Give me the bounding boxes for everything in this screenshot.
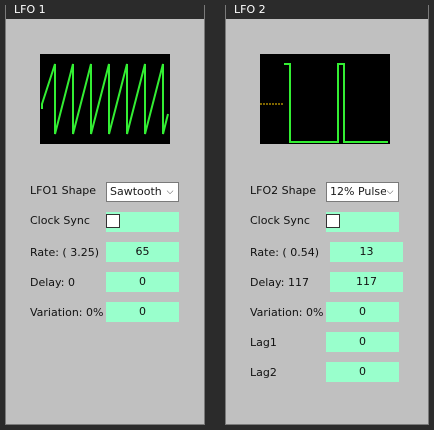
lfo2-shape-label: LFO2 Shape — [250, 184, 317, 197]
lfo2-lag1-field[interactable]: 0 — [326, 332, 399, 352]
lfo2-clock-sync-label: Clock Sync — [250, 214, 310, 227]
lfo1-sawtooth-wave — [41, 63, 169, 135]
lfo1-rate-field[interactable]: 65 — [106, 242, 179, 262]
lfo2-delay-field[interactable]: 117 — [330, 272, 403, 292]
lfo2-variation-label: Variation: 0% — [250, 306, 324, 319]
lfo2-clock-sync-checkbox[interactable] — [326, 214, 340, 228]
lfo1-title: LFO 1 — [6, 1, 204, 19]
lfo2-variation-field[interactable]: 0 — [326, 302, 399, 322]
lfo2-pulse-wave — [284, 63, 388, 143]
lfo2-panel: LFO 2 LFO2 Shape 12% Pulse ⌵ Clock Sync … — [225, 1, 429, 425]
lfo1-clock-sync-label: Clock Sync — [30, 214, 90, 227]
lfo1-shape-select[interactable]: Sawtooth ⌵ — [106, 182, 179, 202]
lfo1-clock-sync-field — [106, 212, 179, 232]
lfo2-lag1-label: Lag1 — [250, 336, 277, 349]
lfo1-variation-label: Variation: 0% — [30, 306, 104, 319]
lfo1-rate-label: Rate: ( 3.25) — [30, 246, 99, 259]
lfo1-waveform-display — [40, 54, 170, 144]
lfo1-clock-sync-checkbox[interactable] — [106, 214, 120, 228]
chevron-down-icon: ⌵ — [166, 187, 174, 197]
chevron-down-icon: ⌵ — [386, 187, 394, 197]
lfo1-delay-field[interactable]: 0 — [106, 272, 179, 292]
lfo2-title: LFO 2 — [226, 1, 428, 19]
lfo1-panel: LFO 1 LFO1 Shape Sawtooth ⌵ Clock Sync R… — [5, 1, 205, 425]
lfo1-variation-field[interactable]: 0 — [106, 302, 179, 322]
lfo2-clock-sync-field — [326, 212, 399, 232]
lfo2-rate-label: Rate: ( 0.54) — [250, 246, 319, 259]
lfo2-waveform-display — [260, 54, 390, 144]
lfo1-delay-label: Delay: 0 — [30, 276, 75, 289]
lfo2-shape-value: 12% Pulse — [330, 185, 386, 198]
lfo2-delay-label: Delay: 117 — [250, 276, 309, 289]
lfo2-lag2-label: Lag2 — [250, 366, 277, 379]
lfo1-shape-value: Sawtooth — [110, 185, 162, 198]
lfo2-shape-select[interactable]: 12% Pulse ⌵ — [326, 182, 399, 202]
lfo1-shape-label: LFO1 Shape — [30, 184, 97, 197]
lfo2-rate-field[interactable]: 13 — [330, 242, 403, 262]
lfo2-lag2-field[interactable]: 0 — [326, 362, 399, 382]
